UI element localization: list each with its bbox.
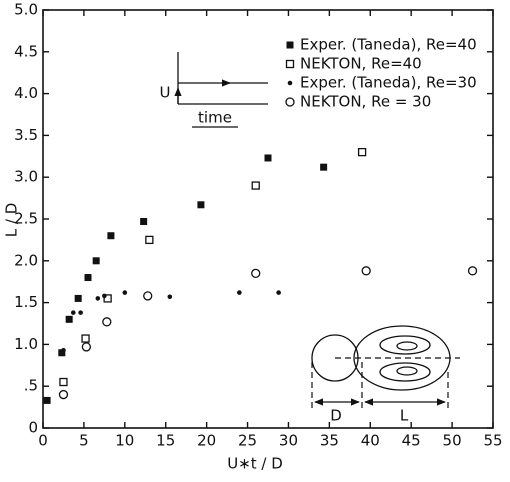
point — [74, 294, 82, 302]
point — [320, 163, 328, 171]
point — [251, 268, 261, 278]
y-tick-label: 3.0 — [14, 168, 38, 186]
point — [357, 147, 367, 157]
point — [61, 347, 66, 353]
point — [276, 290, 281, 295]
point — [361, 266, 371, 276]
point — [78, 310, 83, 315]
y-tick-label: 2.5 — [14, 210, 38, 228]
point — [264, 154, 272, 162]
point — [122, 290, 128, 295]
y-tick-label: 2.0 — [14, 251, 38, 269]
y-tick-label: 1.0 — [14, 335, 38, 353]
point — [167, 294, 173, 300]
point — [102, 317, 112, 327]
legend-label: NEKTON, Re = 30 — [300, 93, 431, 111]
legend-label: Exper. (Taneda), Re=30 — [300, 74, 477, 92]
x-tick-label: 50 — [443, 432, 462, 450]
y-axis-label: L / D — [3, 203, 21, 238]
x-tick-label: 20 — [197, 432, 216, 450]
point — [145, 235, 154, 245]
x-tick-label: 40 — [361, 432, 380, 450]
length-label: L — [400, 407, 409, 425]
point — [59, 377, 68, 387]
y-tick-label: 5.0 — [14, 1, 38, 19]
legend-label: Exper. (Taneda), Re=40 — [300, 36, 477, 54]
legend-label: NEKTON, Re=40 — [300, 55, 422, 73]
x-tick-label: 35 — [320, 432, 339, 450]
legend-marker — [286, 41, 294, 49]
point — [107, 232, 115, 240]
legend-marker — [287, 80, 293, 86]
velocity-inset: U time — [160, 52, 268, 128]
point — [103, 294, 112, 303]
x-tick-label: 15 — [156, 432, 175, 450]
y-tick-label: 3.5 — [14, 126, 38, 144]
y-tick-label: 0 — [28, 419, 38, 437]
point — [467, 266, 478, 276]
point — [58, 349, 66, 357]
point — [237, 290, 242, 295]
point — [58, 389, 69, 400]
x-tick-label: 30 — [279, 432, 298, 450]
point — [140, 218, 148, 226]
point — [81, 334, 90, 343]
velocity-label: U — [160, 84, 171, 102]
point — [251, 181, 260, 190]
x-tick-label: 25 — [238, 432, 257, 450]
y-tick-label: .5 — [24, 377, 38, 395]
point — [70, 310, 76, 315]
y-tick-label: 4.5 — [14, 42, 38, 60]
x-tick-label: 5 — [79, 432, 89, 450]
wake-inset: D L — [311, 325, 460, 425]
x-tick-label: 10 — [115, 432, 134, 450]
point — [197, 201, 205, 209]
point — [95, 296, 101, 301]
point — [65, 315, 73, 323]
point — [81, 342, 92, 352]
point — [143, 291, 153, 301]
y-tick-label: 1.5 — [14, 293, 38, 311]
diameter-label: D — [330, 407, 342, 425]
time-label: time — [198, 109, 232, 127]
point — [92, 257, 100, 265]
point — [84, 274, 92, 282]
x-tick-label: 55 — [483, 432, 502, 450]
y-tick-label: 4.0 — [14, 84, 38, 102]
x-tick-label: 45 — [402, 432, 421, 450]
point — [102, 293, 107, 299]
x-axis-label: U∗t / D — [227, 455, 283, 473]
legend-marker — [285, 97, 295, 107]
legend-marker — [285, 59, 295, 69]
x-tick-label: 0 — [38, 432, 48, 450]
point — [45, 398, 51, 404]
